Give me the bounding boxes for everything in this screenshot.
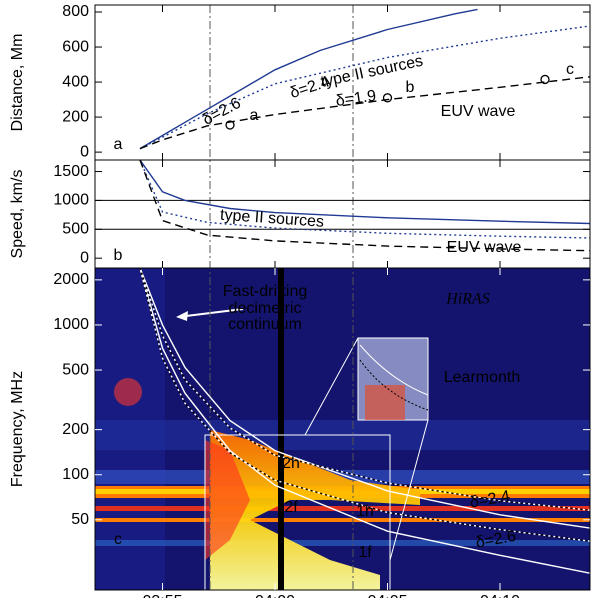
inset-burst: [365, 385, 405, 420]
y-tick-label: 0: [80, 249, 89, 266]
annotation: δ=2.4: [469, 488, 512, 512]
series-line: [139, 268, 590, 542]
plot-area: [139, 8, 590, 150]
y-tick-label: 800: [62, 3, 89, 20]
series-line: [139, 160, 590, 239]
annotation: c: [566, 61, 574, 78]
y-tick-label: 50: [71, 511, 89, 528]
annotation: 1h: [356, 503, 374, 520]
annotation: a: [114, 136, 123, 153]
y-tick-label: 600: [62, 38, 89, 55]
annotation: b: [406, 79, 415, 96]
x-tick-label: 03:55: [142, 593, 182, 598]
y-axis-label: Speed, km/s: [9, 170, 26, 259]
x-tick-label: 04:10: [480, 593, 520, 598]
y-tick-label: 200: [62, 421, 89, 438]
x-tick-label: 04:05: [367, 593, 407, 598]
series-line-halo: [139, 268, 590, 511]
annotation: δ=2.6: [475, 528, 518, 552]
y-tick-label: 200: [62, 108, 89, 125]
series-line: [139, 8, 478, 150]
annotation: HiRAS: [445, 291, 490, 308]
inset-curve: [359, 359, 429, 411]
y-tick-label: 1000: [53, 192, 89, 209]
annotation: Fast-drifting: [223, 283, 307, 300]
y-tick-label: 500: [62, 221, 89, 238]
series-line: [139, 160, 590, 225]
event-lines: [209, 5, 354, 590]
zoom-line: [389, 419, 429, 561]
inset-curve: [359, 344, 429, 396]
arrow: [176, 308, 244, 321]
annotation: 1f: [358, 544, 372, 561]
series-line: [139, 160, 590, 252]
series-line: [139, 268, 590, 529]
plot-area: [95, 160, 590, 252]
annotation: decimetric: [229, 300, 302, 317]
annotation: δ=1.9: [335, 87, 378, 109]
annotation: type II sources: [220, 207, 325, 231]
y-axis-label: Frequency, MHz: [9, 371, 26, 487]
annotation: EUV wave: [441, 103, 516, 120]
annotation: Learmonth: [444, 369, 521, 386]
y-tick-label: 1000: [53, 316, 89, 333]
y-tick-label: 500: [62, 361, 89, 378]
x-tick-label: 04:00: [255, 593, 295, 598]
annotation: a: [250, 107, 259, 124]
annotation: EUV wave: [447, 239, 522, 256]
euv-point: [225, 120, 235, 130]
annotation: δ=2.4: [288, 73, 332, 102]
y-tick-label: 400: [62, 73, 89, 90]
series-line: [139, 268, 590, 574]
insets: [204, 337, 429, 591]
annotation: b: [114, 247, 123, 264]
y-axis-label: Distance, Mm: [9, 34, 26, 132]
y-tick-label: 2000: [53, 271, 89, 288]
y-tick-label: 0: [80, 143, 89, 160]
zoom-line: [304, 337, 359, 436]
euv-point: [540, 74, 550, 85]
y-tick-label: 1500: [53, 163, 89, 180]
annotation: continuum: [228, 316, 302, 333]
series-line: [139, 268, 590, 511]
series-line: [139, 25, 590, 150]
panel-frame: [94, 267, 591, 591]
euv-point: [382, 93, 393, 103]
series-line: [139, 76, 590, 150]
plot-area: [139, 268, 590, 574]
y-tick-label: 100: [62, 466, 89, 483]
annotation: 2h: [282, 455, 300, 472]
annotation: 2f: [284, 499, 298, 516]
annotation: c: [114, 531, 122, 548]
